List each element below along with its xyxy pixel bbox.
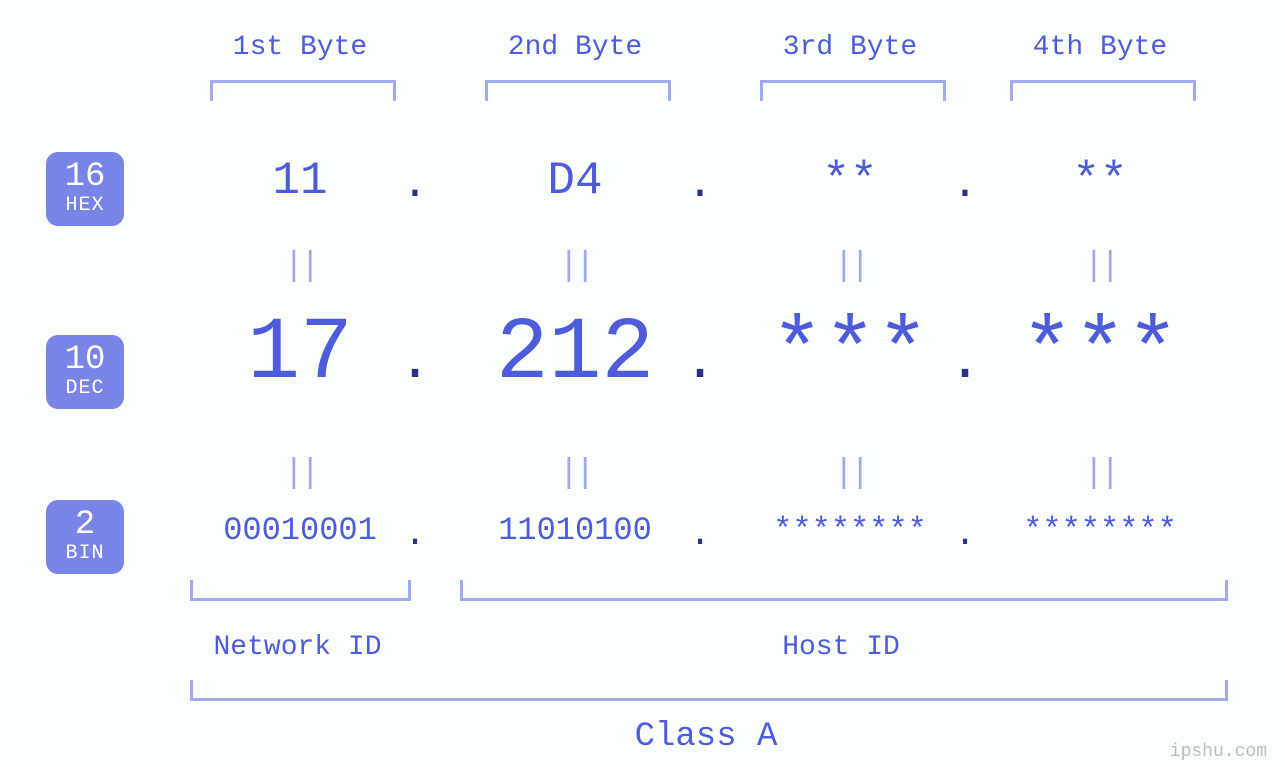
hex-dot-3: . bbox=[952, 160, 978, 210]
byte-label-3: 3rd Byte bbox=[783, 32, 917, 63]
dec-dot-3: . bbox=[948, 330, 982, 394]
top-bracket-2 bbox=[485, 80, 671, 101]
hex-dot-2: . bbox=[687, 160, 713, 210]
dec-byte-1: 17 bbox=[247, 305, 353, 404]
eq-bot-4: || bbox=[1084, 455, 1117, 493]
hex-byte-4: ** bbox=[1072, 155, 1127, 207]
eq-bot-2: || bbox=[559, 455, 592, 493]
bin-dot-2: . bbox=[689, 514, 711, 555]
eq-top-4: || bbox=[1084, 248, 1117, 286]
byte-label-1: 1st Byte bbox=[233, 32, 367, 63]
hex-byte-3: ** bbox=[822, 155, 877, 207]
top-bracket-1 bbox=[210, 80, 396, 101]
network-label: Network ID bbox=[213, 632, 381, 663]
base-badge-bin-name: BIN bbox=[46, 544, 124, 564]
network-bracket bbox=[190, 580, 411, 601]
hex-byte-2: D4 bbox=[547, 155, 602, 207]
eq-top-1: || bbox=[284, 248, 317, 286]
bin-byte-3: ******** bbox=[773, 512, 927, 549]
eq-bot-1: || bbox=[284, 455, 317, 493]
host-bracket bbox=[460, 580, 1228, 601]
dec-dot-1: . bbox=[398, 330, 432, 394]
top-bracket-4 bbox=[1010, 80, 1196, 101]
eq-bot-3: || bbox=[834, 455, 867, 493]
bin-byte-2: 11010100 bbox=[498, 512, 652, 549]
base-badge-bin: 2BIN bbox=[46, 500, 124, 574]
base-badge-hex-name: HEX bbox=[46, 196, 124, 216]
host-label: Host ID bbox=[782, 632, 900, 663]
bin-dot-1: . bbox=[404, 514, 426, 555]
class-label: Class A bbox=[635, 718, 778, 756]
bin-dot-3: . bbox=[954, 514, 976, 555]
watermark: ipshu.com bbox=[1170, 742, 1267, 762]
base-badge-hex-num: 16 bbox=[46, 160, 124, 194]
dec-dot-2: . bbox=[683, 330, 717, 394]
hex-byte-1: 11 bbox=[272, 155, 327, 207]
base-badge-dec-num: 10 bbox=[46, 343, 124, 377]
base-badge-dec: 10DEC bbox=[46, 335, 124, 409]
top-bracket-3 bbox=[760, 80, 946, 101]
bin-byte-1: 00010001 bbox=[223, 512, 377, 549]
hex-dot-1: . bbox=[402, 160, 428, 210]
byte-label-2: 2nd Byte bbox=[508, 32, 642, 63]
eq-top-3: || bbox=[834, 248, 867, 286]
base-badge-hex: 16HEX bbox=[46, 152, 124, 226]
dec-byte-4: *** bbox=[1021, 305, 1179, 404]
class-bracket bbox=[190, 680, 1228, 701]
base-badge-bin-num: 2 bbox=[46, 508, 124, 542]
eq-top-2: || bbox=[559, 248, 592, 286]
dec-byte-3: *** bbox=[771, 305, 929, 404]
byte-label-4: 4th Byte bbox=[1033, 32, 1167, 63]
base-badge-dec-name: DEC bbox=[46, 379, 124, 399]
dec-byte-2: 212 bbox=[496, 305, 654, 404]
bin-byte-4: ******** bbox=[1023, 512, 1177, 549]
